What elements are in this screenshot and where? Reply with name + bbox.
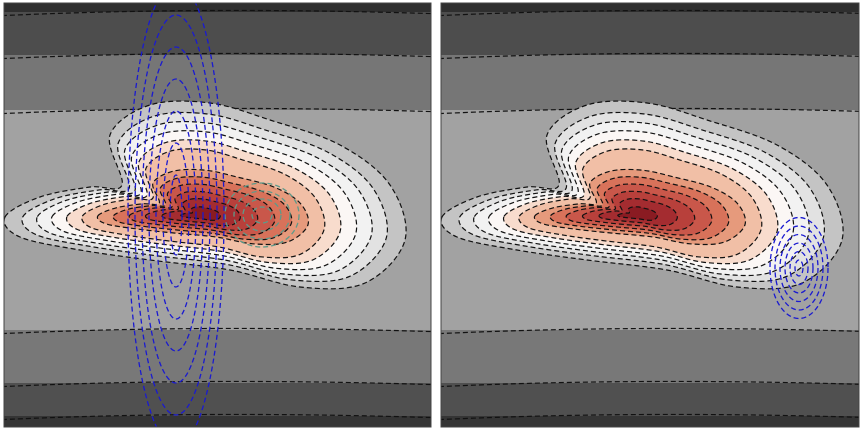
blue-contour (169, 174, 183, 256)
contour-line (4, 52, 431, 60)
green-contour (224, 182, 300, 248)
blue-contour (779, 233, 819, 303)
blue-contour (794, 259, 804, 277)
contour-band (4, 55, 431, 110)
contour-band (441, 3, 859, 12)
contour-panel (441, 3, 859, 427)
blue-contour (784, 242, 814, 294)
blue-contour (774, 225, 824, 311)
contour-line (441, 380, 859, 388)
contour-band (4, 383, 431, 416)
contour-line (4, 327, 431, 335)
contour-line (441, 413, 859, 421)
contour-line (441, 9, 859, 17)
contour-band (4, 330, 431, 383)
blue-contour (127, 3, 225, 427)
contour-band (4, 3, 431, 12)
contour-line (441, 52, 859, 60)
blue-contour (134, 14, 218, 416)
contour-band (4, 416, 431, 427)
contour-line (441, 327, 859, 335)
contour-line (4, 380, 431, 388)
contour-panel (4, 3, 431, 427)
panel-frame (440, 2, 860, 428)
contour-level (617, 206, 658, 221)
contour-band (441, 55, 859, 110)
blue-contour (769, 216, 829, 320)
green-contour (233, 190, 291, 240)
contour-band (441, 383, 859, 416)
green-contour (251, 206, 273, 224)
blue-contour (141, 46, 211, 384)
panel-frame (3, 2, 432, 428)
green-contour (242, 198, 282, 232)
contour-band (441, 330, 859, 383)
blue-contour (148, 78, 204, 352)
contour-line (4, 413, 431, 421)
contour-band (441, 12, 859, 55)
blue-contour (155, 110, 197, 320)
contour-band (4, 12, 431, 55)
blue-contour (789, 250, 809, 286)
contour-line (4, 9, 431, 17)
blue-contour (162, 142, 190, 288)
contour-band (441, 416, 859, 427)
